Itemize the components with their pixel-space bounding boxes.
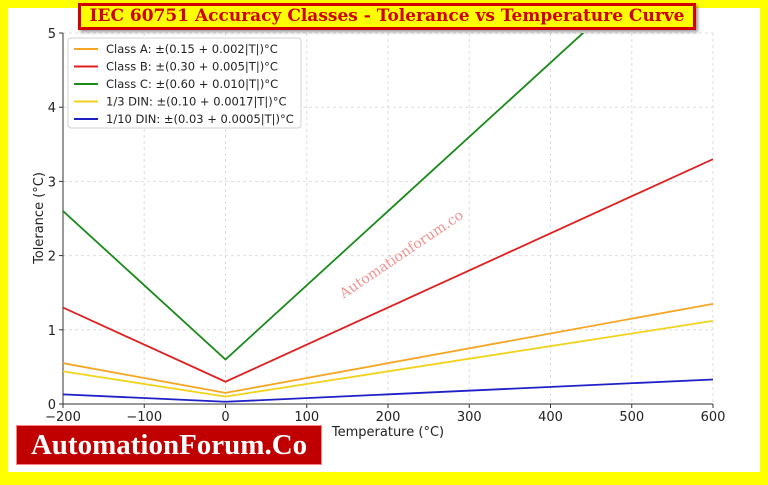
series-line [63, 378, 713, 403]
series-line [63, 33, 585, 361]
x-tick-label: −100 [126, 410, 162, 425]
legend-label: Class A: ±(0.15 + 0.002|T|)°C [106, 42, 278, 56]
y-tick-label: 5 [48, 27, 56, 42]
y-tick-label: 2 [48, 250, 56, 265]
legend-label: Class C: ±(0.60 + 0.010|T|)°C [106, 77, 278, 91]
legend-label: 1/3 DIN: ±(0.10 + 0.0017|T|)°C [106, 95, 287, 109]
x-tick-label: 0 [221, 410, 229, 425]
y-tick-label: 1 [48, 324, 56, 339]
x-tick-label: 600 [701, 410, 726, 425]
chart-title: IEC 60751 Accuracy Classes - Tolerance v… [78, 3, 696, 30]
series-group [63, 33, 713, 403]
x-axis-label: Temperature (°C) [331, 425, 444, 440]
series-line [63, 320, 713, 398]
x-tick-label: 500 [619, 410, 644, 425]
x-tick-label: 400 [538, 410, 563, 425]
x-tick-label: 200 [376, 410, 401, 425]
legend-label: 1/10 DIN: ±(0.03 + 0.0005|T|)°C [106, 112, 294, 126]
watermark: Automationforum.co [336, 207, 467, 302]
y-tick-label: 0 [48, 398, 56, 413]
x-tick-label: 100 [294, 410, 319, 425]
x-tick-label: −200 [45, 410, 81, 425]
y-tick-label: 4 [48, 101, 56, 116]
legend-label: Class B: ±(0.30 + 0.005|T|)°C [106, 60, 278, 74]
y-axis-label: Tolerance (°C) [32, 172, 47, 265]
legend-box [67, 37, 302, 129]
brand-logo: AutomationForum.Co [16, 425, 322, 465]
legend: Class A: ±(0.15 + 0.002|T|)°C Class B: ±(… [67, 37, 302, 129]
series-line [63, 158, 713, 383]
x-tick-label: 300 [457, 410, 482, 425]
series-line [63, 302, 713, 394]
y-tick-label: 3 [48, 175, 56, 190]
